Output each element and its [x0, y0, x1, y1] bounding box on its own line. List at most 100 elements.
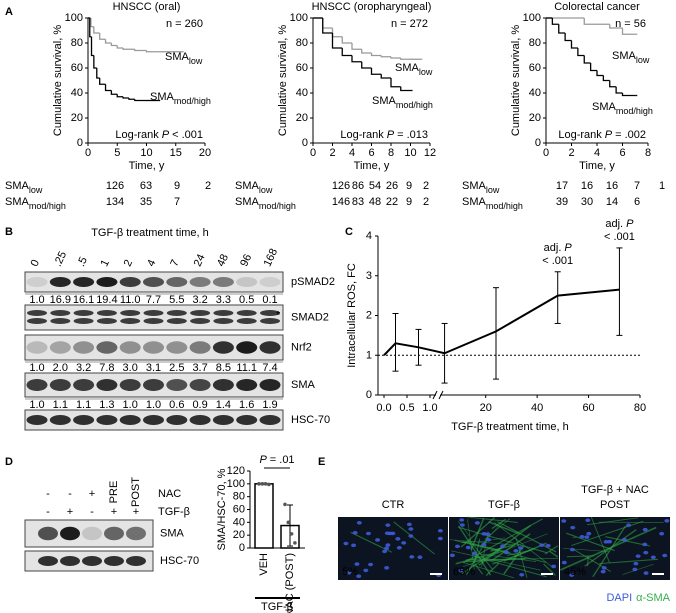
series-label: SMAmod/high [150, 91, 211, 106]
blot-band [38, 556, 58, 566]
series-label-part: SMA [592, 101, 617, 113]
quant-value: 3.7 [192, 362, 207, 374]
nucleus [600, 569, 606, 574]
quant-value: 0.6 [169, 399, 184, 411]
blot-band [96, 379, 118, 391]
risk-row-label: SMAlow [235, 180, 273, 195]
y-tick-label: 0 [302, 137, 308, 149]
x-axis-label: Time, y [129, 160, 165, 172]
lane-label: .5 [75, 255, 90, 268]
risk-count: 9 [174, 180, 180, 192]
risk-row-label: SMAmod/high [462, 196, 523, 211]
y-tick-label: 20 [71, 112, 83, 124]
blot-label: SMAD2 [291, 312, 329, 324]
nucleus [408, 527, 414, 531]
series-label-part: low [636, 55, 650, 65]
blot-band [236, 379, 258, 391]
x-tick-label: 8 [645, 147, 651, 159]
blot-band [49, 379, 71, 391]
stat-label-part: = .013 [397, 129, 428, 141]
nucleus [481, 542, 487, 547]
lane-label: 48 [215, 252, 231, 268]
blot-band [49, 415, 71, 425]
nucleus [471, 551, 477, 556]
annotation-part: adj. [605, 218, 623, 230]
nucleus [584, 535, 590, 539]
treatment-sign: - [46, 488, 50, 500]
treatment-sign: + [111, 506, 117, 518]
y-tick-label: 40 [233, 516, 245, 528]
blot-band [189, 277, 211, 287]
treatment-label: TGF-β [158, 506, 190, 518]
y-tick-label: 80 [233, 491, 245, 503]
data-point [293, 541, 297, 545]
quant-value: 1.0 [29, 362, 44, 374]
y-tick-label: 100 [227, 478, 245, 490]
treatment-sign: - [90, 506, 94, 518]
series-label-part: mod/high [616, 106, 653, 116]
nucleus [382, 549, 388, 554]
blot-band [26, 379, 48, 391]
x-tick-label: 2 [568, 147, 574, 159]
blot-band [50, 318, 71, 324]
nucleus [352, 530, 358, 535]
risk-count: 7 [174, 196, 180, 208]
risk-count: 2 [423, 180, 429, 192]
blot-band [119, 379, 141, 391]
quant-value: 1.1 [53, 399, 68, 411]
survival-step [583, 18, 610, 25]
n-label: n = 272 [391, 18, 428, 30]
risk-count: 39 [556, 196, 568, 208]
survival-step [390, 78, 401, 88]
blot-band [126, 526, 146, 541]
x-tick-label: 10 [404, 147, 416, 159]
annotation-part: = .01 [270, 454, 295, 466]
blot-band [82, 556, 102, 566]
x-tick-label: 0 [85, 147, 91, 159]
survival-step [380, 74, 391, 79]
actin-fiber [497, 521, 557, 553]
quant-value: 1.9 [262, 399, 277, 411]
actin-fiber [485, 563, 500, 577]
survival-step [615, 86, 623, 94]
risk-count: 30 [581, 196, 593, 208]
survival-step [400, 58, 411, 60]
blot-band [212, 415, 234, 425]
nucleus [375, 538, 381, 542]
risk-count: 9 [406, 196, 412, 208]
risk-row-label: SMAmod/high [5, 196, 66, 211]
blot-label: Nrf2 [291, 342, 312, 354]
x-tick-label: 60 [582, 402, 594, 414]
treatment-sign: POST [130, 477, 142, 507]
y-tick-label: 80 [71, 37, 83, 49]
blot-band [236, 415, 258, 425]
risk-row-label-part: low [259, 185, 273, 195]
blot-band [38, 526, 58, 541]
y-tick-label: 0 [239, 542, 245, 554]
nucleus [387, 531, 393, 536]
survival-step [351, 55, 362, 63]
nucleus [607, 539, 613, 544]
x-tick-label: 20 [199, 147, 211, 159]
y-tick-label: 60 [296, 62, 308, 74]
nucleus [408, 534, 414, 538]
nucleus [551, 564, 557, 569]
blot-band [259, 379, 281, 391]
blot-band [166, 341, 188, 354]
risk-count: 48 [369, 196, 381, 208]
blot-band [143, 318, 164, 324]
survival-step [583, 55, 591, 64]
y-tick-label: 2 [366, 310, 372, 322]
survival-step [351, 43, 362, 50]
blot-band [143, 310, 164, 316]
quant-value: 11.1 [236, 362, 257, 374]
percent-label: 45% [564, 566, 586, 578]
y-tick-label: 60 [233, 504, 245, 516]
survival-step [390, 56, 401, 59]
blot-band [26, 341, 48, 354]
x-tick-label: 15 [170, 147, 182, 159]
survival-step [122, 48, 135, 50]
x-axis-label: TGF-β treatment time, h [451, 421, 569, 433]
nucleus [500, 544, 506, 548]
survival-step [370, 68, 382, 75]
